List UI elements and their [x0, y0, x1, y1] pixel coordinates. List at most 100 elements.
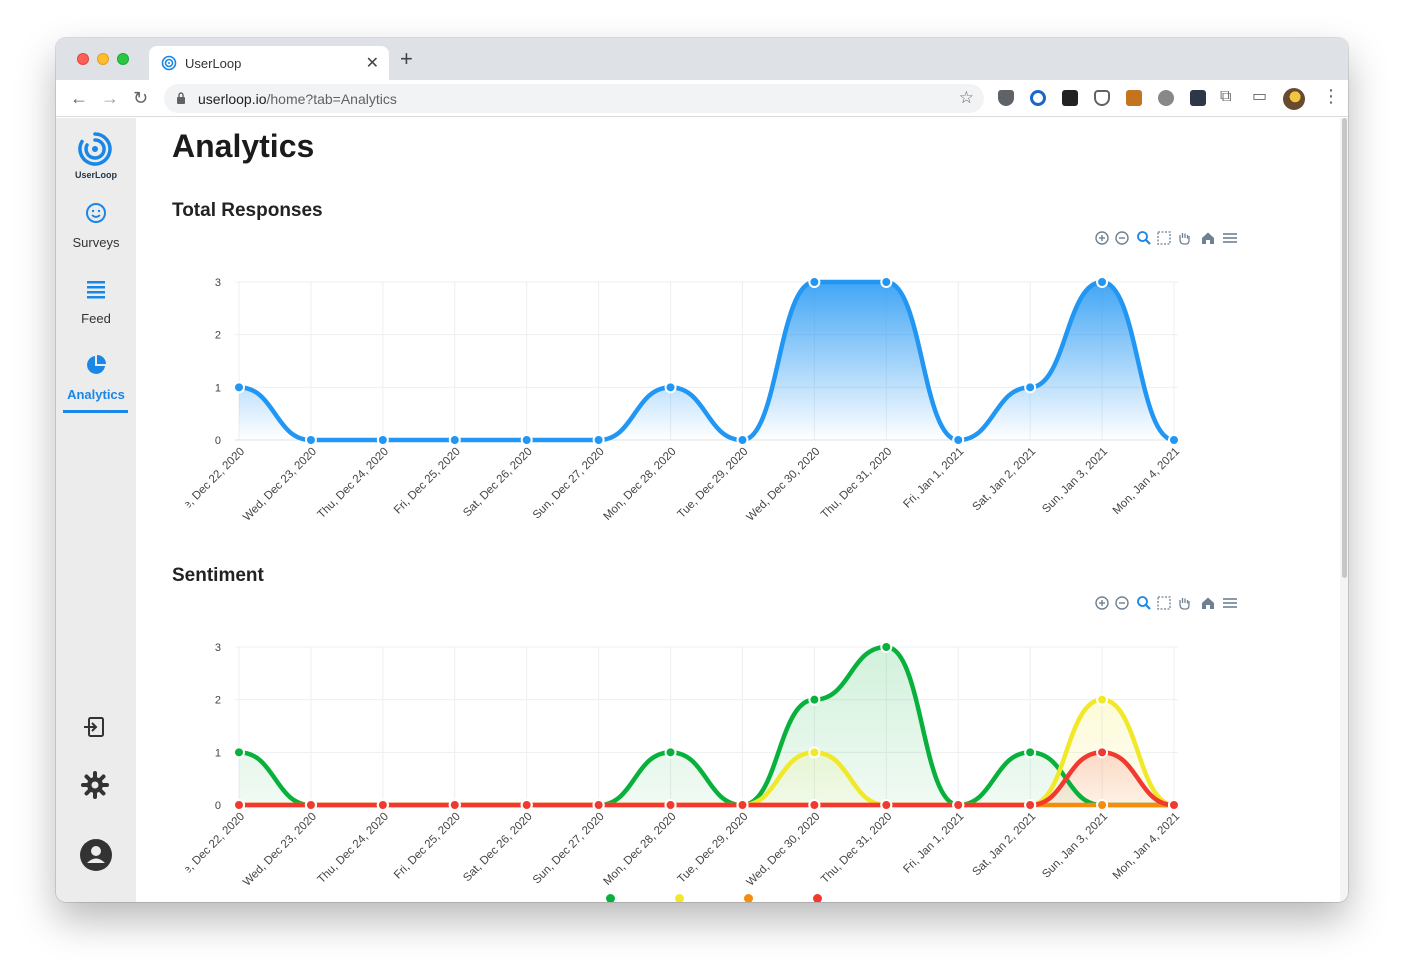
x-tick-label: Fri, Dec 25, 2020 — [392, 446, 463, 517]
gear-icon[interactable] — [80, 770, 110, 800]
close-window-button[interactable] — [77, 53, 89, 65]
x-tick-label: Thu, Dec 24, 2020 — [316, 446, 391, 521]
data-point[interactable] — [808, 746, 821, 759]
data-point[interactable] — [304, 434, 317, 446]
profile-avatar[interactable] — [1283, 88, 1305, 110]
data-point[interactable] — [233, 746, 245, 759]
pan-hand-icon[interactable] — [1176, 230, 1192, 246]
back-arrow-icon[interactable]: ← — [70, 88, 88, 108]
data-point[interactable] — [880, 641, 893, 653]
user-avatar-icon[interactable] — [79, 838, 113, 872]
data-point[interactable] — [1024, 799, 1037, 811]
tab-close-icon[interactable]: ✕ — [365, 55, 379, 72]
data-point[interactable] — [1168, 434, 1180, 446]
url-text: userloop.io/home?tab=Analytics — [198, 91, 397, 107]
legend-marker[interactable] — [813, 894, 822, 902]
search-zoom-icon[interactable] — [1136, 230, 1152, 246]
data-point[interactable] — [952, 799, 965, 811]
sidebar-item-label: Feed — [81, 311, 111, 326]
data-point[interactable] — [736, 799, 749, 811]
data-point[interactable] — [448, 799, 461, 811]
zoom-out-icon[interactable] — [1114, 595, 1130, 611]
browser-menu-icon[interactable]: ⋮ — [1322, 86, 1340, 106]
x-tick-label: Sat, Jan 2, 2021 — [971, 811, 1039, 879]
data-point[interactable] — [880, 276, 893, 288]
selection-icon[interactable] — [1156, 230, 1172, 246]
logout-icon[interactable] — [80, 712, 110, 742]
data-point[interactable] — [736, 434, 749, 446]
data-point[interactable] — [1096, 746, 1109, 759]
settings-extension-icon[interactable] — [1158, 90, 1174, 106]
data-point[interactable] — [880, 799, 893, 811]
sidebar-item-surveys[interactable]: Surveys — [56, 202, 136, 250]
zoom-in-icon[interactable] — [1094, 595, 1110, 611]
data-point[interactable] — [233, 381, 245, 394]
data-point[interactable] — [520, 434, 533, 446]
data-point[interactable] — [376, 799, 389, 811]
pan-hand-icon[interactable] — [1176, 595, 1192, 611]
data-point[interactable] — [233, 799, 245, 811]
page-scrollbar[interactable] — [1340, 118, 1348, 902]
data-point[interactable] — [664, 381, 677, 394]
data-point[interactable] — [1024, 746, 1037, 759]
address-bar[interactable]: userloop.io/home?tab=Analytics ☆ — [164, 84, 984, 113]
x-tick-label: Sat, Dec 26, 2020 — [461, 811, 535, 885]
active-nav-indicator — [63, 410, 128, 413]
selection-icon[interactable] — [1156, 595, 1172, 611]
1password-extension-icon[interactable] — [1030, 90, 1046, 106]
forward-arrow-icon[interactable]: → — [101, 88, 119, 108]
data-point[interactable] — [592, 799, 605, 811]
bookmark-star-icon[interactable]: ☆ — [958, 88, 974, 107]
reload-icon[interactable]: ↻ — [133, 88, 149, 108]
zoom-in-icon[interactable] — [1094, 230, 1110, 246]
data-point[interactable] — [1096, 276, 1109, 288]
list-icon — [87, 281, 105, 299]
sidebar-item-feed[interactable]: Feed — [56, 278, 136, 326]
data-point[interactable] — [808, 693, 821, 706]
data-point[interactable] — [1096, 693, 1109, 706]
data-point[interactable] — [1024, 381, 1037, 394]
data-point[interactable] — [376, 434, 389, 446]
ghostery-extension-icon[interactable] — [1062, 90, 1078, 106]
browser-window: UserLoop ✕ + ← → ↻ userloop.io/home?tab=… — [56, 38, 1348, 902]
userloop-logo-icon[interactable] — [74, 130, 116, 166]
menu-icon[interactable] — [1222, 230, 1238, 246]
legend-marker[interactable] — [675, 894, 684, 902]
browser-tab[interactable]: UserLoop ✕ — [149, 46, 389, 80]
data-point[interactable] — [664, 799, 677, 811]
zoom-window-button[interactable] — [117, 53, 129, 65]
puzzle-extensions-icon[interactable]: ⧉ — [1220, 88, 1232, 105]
data-point[interactable] — [304, 799, 317, 811]
x-tick-label: Wed, Dec 23, 2020 — [241, 446, 319, 524]
search-zoom-icon[interactable] — [1136, 595, 1152, 611]
scrollbar-thumb[interactable] — [1342, 118, 1347, 578]
data-point[interactable] — [1168, 799, 1180, 811]
data-point[interactable] — [952, 434, 965, 446]
ublock-extension-icon[interactable] — [998, 90, 1014, 106]
cast-icon[interactable]: ▭ — [1252, 88, 1268, 105]
data-point[interactable] — [448, 434, 461, 446]
dark-extension-icon[interactable] — [1190, 90, 1206, 106]
data-point[interactable] — [808, 799, 821, 811]
data-point[interactable] — [664, 746, 677, 759]
sentiment-legend — [606, 894, 882, 902]
app-sidebar: UserLoop Surveys Feed — [56, 118, 136, 902]
minimize-window-button[interactable] — [97, 53, 109, 65]
home-reset-icon[interactable] — [1200, 230, 1216, 246]
x-tick-label: Sat, Dec 26, 2020 — [461, 446, 535, 520]
sidebar-item-analytics[interactable]: Analytics — [56, 354, 136, 402]
menu-icon[interactable] — [1222, 595, 1238, 611]
series-area — [239, 282, 1174, 440]
data-point[interactable] — [1096, 799, 1109, 811]
data-point[interactable] — [592, 434, 605, 446]
pocket-extension-icon[interactable] — [1094, 90, 1110, 106]
legend-marker[interactable] — [606, 894, 615, 902]
new-tab-button[interactable]: + — [400, 46, 413, 71]
x-tick-label: Sun, Jan 3, 2021 — [1040, 446, 1110, 516]
orange-extension-icon[interactable] — [1126, 90, 1142, 106]
legend-marker[interactable] — [744, 894, 753, 902]
zoom-out-icon[interactable] — [1114, 230, 1130, 246]
data-point[interactable] — [520, 799, 533, 811]
home-reset-icon[interactable] — [1200, 595, 1216, 611]
data-point[interactable] — [808, 276, 821, 288]
